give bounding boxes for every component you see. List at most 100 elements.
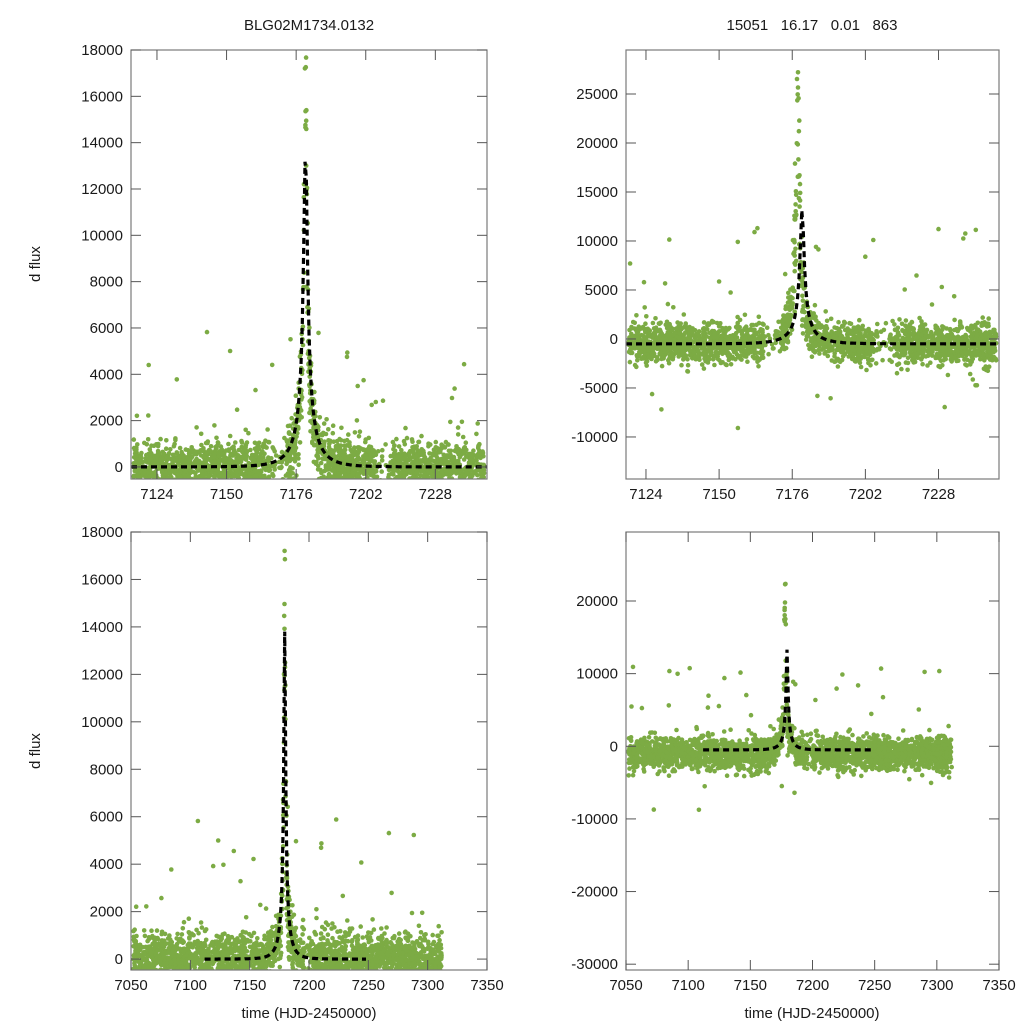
- observation-point: [199, 469, 205, 475]
- observation-point: [185, 487, 190, 492]
- observation-point: [414, 480, 419, 485]
- observation-point: [925, 363, 930, 368]
- observation-point: [318, 460, 324, 466]
- model-curve: [626, 210, 999, 346]
- observation-point: [446, 448, 452, 454]
- observation-point: [380, 447, 385, 453]
- observation-point: [311, 442, 317, 448]
- observation-point: [133, 481, 138, 486]
- observation-point: [865, 357, 871, 363]
- observation-point: [285, 450, 291, 456]
- observation-point: [627, 359, 633, 365]
- observation-point: [337, 489, 342, 494]
- observation-point: [306, 355, 312, 361]
- observation-point: [198, 491, 203, 496]
- observation-point: [303, 55, 309, 60]
- observation-point: [254, 521, 259, 526]
- observation-point: [474, 468, 479, 474]
- observation-point: [444, 537, 449, 542]
- observation-point: [643, 326, 648, 332]
- observation-point: [727, 333, 733, 339]
- observation-point: [399, 483, 404, 488]
- observation-point: [821, 345, 827, 351]
- observation-point: [221, 476, 226, 479]
- observation-point: [675, 320, 680, 325]
- observation-point: [730, 354, 735, 360]
- observation-point: [298, 408, 304, 413]
- observation-point: [743, 335, 748, 340]
- y-tick-label: 8000: [90, 274, 123, 291]
- observation-point: [361, 377, 366, 383]
- observation-point: [909, 353, 914, 359]
- observation-point: [243, 427, 248, 433]
- observation-point: [457, 452, 463, 457]
- x-tick-label: 7202: [849, 486, 882, 503]
- model-curve: [131, 161, 487, 469]
- observation-point: [397, 489, 402, 494]
- observation-point: [408, 482, 413, 487]
- observation-point: [463, 469, 469, 475]
- observation-point: [455, 482, 460, 487]
- observation-point: [462, 445, 468, 450]
- observation-point: [681, 312, 687, 317]
- observation-point: [182, 488, 187, 493]
- observation-point: [809, 354, 815, 360]
- observation-point: [439, 442, 444, 448]
- observation-point: [174, 377, 180, 382]
- observation-point: [871, 237, 876, 243]
- observation-point: [684, 345, 689, 351]
- observation-point: [634, 353, 640, 358]
- observation-point: [187, 459, 192, 465]
- observation-point: [272, 465, 277, 470]
- x-tick-label: 7176: [776, 486, 809, 503]
- observation-point: [178, 481, 183, 486]
- observation-point: [205, 439, 211, 444]
- observation-point: [180, 496, 185, 501]
- observation-point: [183, 447, 189, 452]
- observation-point: [745, 359, 750, 365]
- observation-point: [780, 326, 786, 331]
- observation-point: [222, 456, 228, 462]
- observation-point: [414, 469, 420, 475]
- observation-point: [863, 346, 869, 352]
- observation-point: [799, 323, 805, 328]
- observation-point: [386, 467, 392, 473]
- observation-point: [236, 465, 241, 470]
- observation-point: [847, 337, 853, 342]
- observation-point: [227, 456, 232, 461]
- observation-point: [439, 470, 445, 475]
- observation-point: [635, 358, 640, 363]
- observation-point: [985, 368, 991, 374]
- observation-point: [459, 419, 465, 425]
- observation-point: [191, 481, 196, 486]
- observation-point: [366, 449, 371, 454]
- observation-point: [339, 425, 344, 431]
- observation-point: [956, 353, 962, 359]
- observation-point: [151, 443, 157, 449]
- observation-point: [735, 425, 741, 431]
- observation-point: [977, 353, 983, 359]
- observation-point: [711, 319, 716, 325]
- observation-point: [133, 449, 139, 454]
- observation-point: [482, 481, 487, 486]
- observation-point: [133, 482, 138, 487]
- observation-point: [373, 469, 379, 474]
- observation-point: [803, 337, 809, 342]
- observation-point: [246, 430, 251, 436]
- observation-point: [271, 446, 276, 452]
- observation-point: [419, 971, 424, 976]
- observation-point: [163, 471, 168, 476]
- observation-point: [323, 487, 328, 492]
- observation-point: [138, 452, 143, 458]
- observation-point: [242, 447, 247, 452]
- observation-point: [179, 481, 184, 486]
- observation-point: [342, 469, 347, 475]
- observation-point: [197, 485, 202, 490]
- observation-point: [249, 485, 254, 490]
- observation-point: [307, 325, 312, 330]
- observation-point: [714, 338, 720, 344]
- observation-point: [851, 347, 857, 353]
- observation-point: [327, 446, 332, 451]
- observation-point: [646, 354, 652, 360]
- observation-point: [198, 431, 204, 437]
